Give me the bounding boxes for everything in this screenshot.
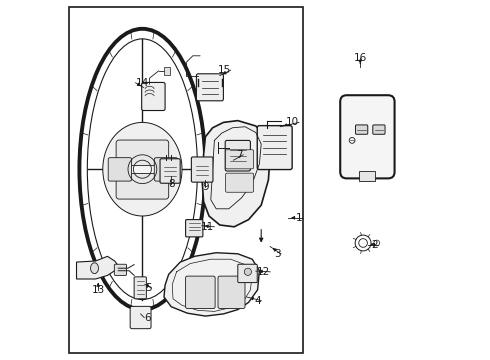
FancyBboxPatch shape <box>225 150 254 169</box>
Text: 8: 8 <box>168 179 174 189</box>
Text: 10: 10 <box>286 117 299 127</box>
FancyBboxPatch shape <box>142 82 165 111</box>
FancyBboxPatch shape <box>340 95 394 179</box>
Polygon shape <box>164 253 259 316</box>
Text: 1: 1 <box>296 213 303 223</box>
FancyBboxPatch shape <box>130 306 151 329</box>
FancyBboxPatch shape <box>225 140 250 171</box>
Text: 13: 13 <box>92 285 105 295</box>
FancyBboxPatch shape <box>134 277 147 299</box>
Text: 4: 4 <box>255 296 261 306</box>
FancyBboxPatch shape <box>116 174 169 199</box>
FancyBboxPatch shape <box>154 158 178 181</box>
Text: 11: 11 <box>201 222 215 232</box>
FancyBboxPatch shape <box>186 276 215 309</box>
Ellipse shape <box>124 151 160 187</box>
FancyBboxPatch shape <box>114 264 126 275</box>
Text: 6: 6 <box>144 312 151 323</box>
FancyBboxPatch shape <box>356 125 368 134</box>
Text: 14: 14 <box>136 78 149 88</box>
Text: 9: 9 <box>202 182 209 192</box>
FancyBboxPatch shape <box>192 157 213 182</box>
Ellipse shape <box>91 263 98 274</box>
FancyBboxPatch shape <box>225 173 254 192</box>
FancyBboxPatch shape <box>116 140 169 166</box>
FancyBboxPatch shape <box>160 159 180 183</box>
Text: 5: 5 <box>145 283 151 293</box>
FancyBboxPatch shape <box>257 126 292 170</box>
Polygon shape <box>202 121 270 227</box>
FancyBboxPatch shape <box>108 158 132 181</box>
FancyBboxPatch shape <box>238 264 257 283</box>
Polygon shape <box>76 256 118 279</box>
Text: 16: 16 <box>354 53 367 63</box>
Text: 15: 15 <box>218 65 231 75</box>
Text: 2: 2 <box>371 240 378 250</box>
Bar <box>69 7 303 353</box>
FancyBboxPatch shape <box>196 74 223 101</box>
Bar <box>164 67 171 75</box>
Ellipse shape <box>103 122 182 216</box>
Text: 3: 3 <box>274 249 281 259</box>
FancyBboxPatch shape <box>360 171 375 181</box>
Text: 12: 12 <box>257 267 270 277</box>
FancyBboxPatch shape <box>373 125 385 134</box>
Text: 7: 7 <box>237 150 243 160</box>
Circle shape <box>245 268 251 275</box>
FancyBboxPatch shape <box>186 220 203 237</box>
FancyBboxPatch shape <box>218 276 245 309</box>
